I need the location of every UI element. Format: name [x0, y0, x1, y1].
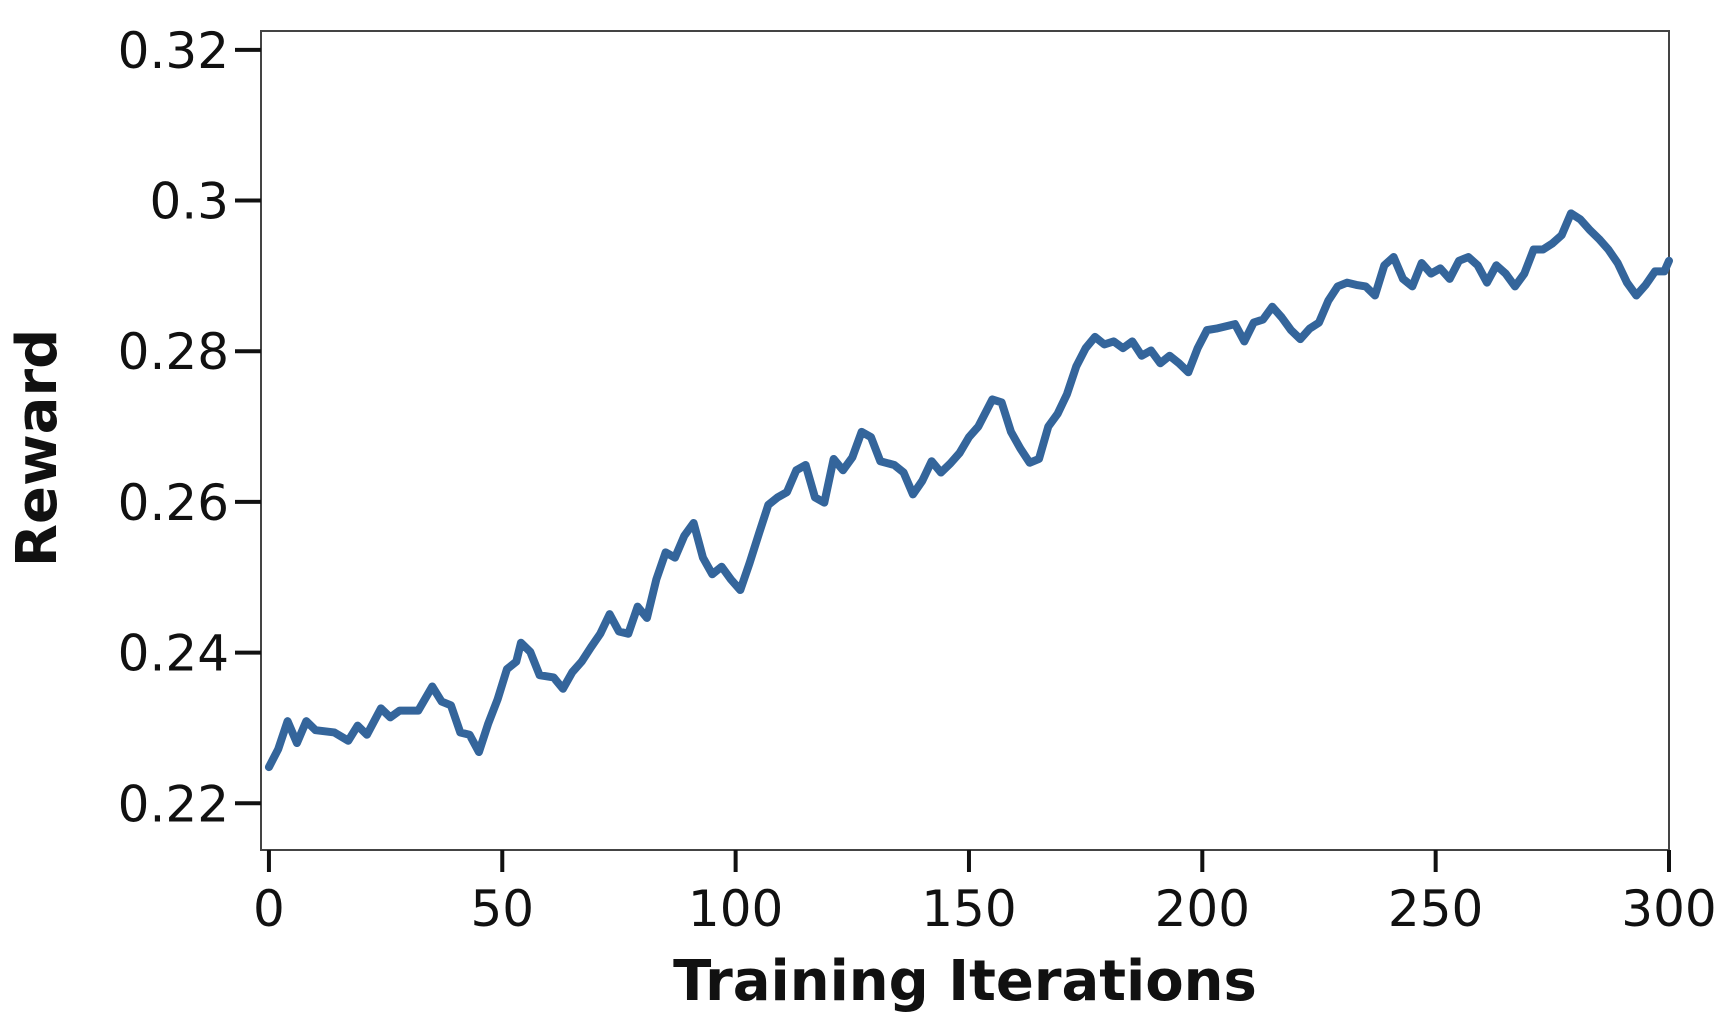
y-tick-label: 0.32 [118, 22, 229, 80]
y-tick-label: 0.26 [118, 474, 229, 532]
x-tick-label: 300 [1621, 880, 1716, 938]
x-tick-label: 0 [253, 880, 285, 938]
y-tick-label: 0.24 [118, 625, 229, 683]
y-tick-label: 0.28 [118, 323, 229, 381]
x-tick-label: 250 [1388, 880, 1483, 938]
plot-frame [260, 30, 1670, 851]
y-tick-label: 0.3 [149, 173, 229, 231]
x-tick-label: 100 [688, 880, 783, 938]
x-tick-label: 200 [1155, 880, 1250, 938]
x-axis-label: Training Iterations [673, 949, 1257, 1014]
x-tick-label: 150 [921, 880, 1016, 938]
y-tick-label: 0.22 [118, 775, 229, 833]
line [264, 209, 1673, 772]
y-axis-label: Reward [5, 329, 70, 567]
x-tick-label: 50 [470, 880, 534, 938]
